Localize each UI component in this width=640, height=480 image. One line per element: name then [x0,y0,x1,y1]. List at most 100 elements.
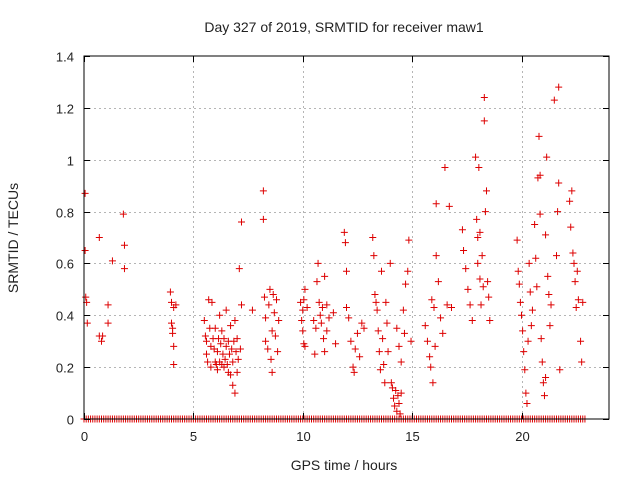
data-point [370,252,378,260]
data-point [535,132,543,140]
data-point [523,399,531,407]
data-point [314,259,322,267]
data-point [323,301,331,309]
data-point [464,285,472,293]
data-point [218,327,226,335]
data-point [217,340,225,348]
data-point [208,298,216,306]
data-point [320,335,328,343]
data-point [486,316,494,324]
data-point [238,218,245,226]
data-point [349,363,357,371]
data-point [402,280,410,288]
data-point [572,304,580,312]
y-tick-label: 1.4 [56,50,74,65]
data-point [468,316,476,324]
data-point [395,399,403,407]
data-point [521,366,529,374]
data-point [374,327,382,335]
data-point [325,314,333,322]
ticks-layer: 0 0.2 0.4 0.6 0.8 1 1.2 1.4 0 5 10 15 20 [56,50,609,444]
data-point [390,394,398,402]
data-point [443,301,451,309]
data-point [555,179,563,187]
data-point [542,374,550,382]
data-point [518,311,525,319]
grid-layer [84,56,609,419]
data-point [213,366,221,374]
data-point [540,392,548,400]
data-point [231,389,239,397]
data-point [429,379,437,387]
data-point [265,301,273,309]
data-point [480,117,488,125]
data-point [405,236,413,244]
plot-frame [83,55,610,420]
data-point [397,389,405,397]
data-point [316,311,324,319]
data-point [532,254,540,262]
x-tick-label: 0 [81,429,88,444]
data-point [553,252,560,260]
data-point [264,345,272,353]
data-point [271,332,279,340]
data-point [238,301,245,309]
data-point [222,306,230,314]
data-point [223,361,231,369]
data-point [430,304,438,312]
data-point [432,200,440,208]
data-point [311,350,319,358]
data-point [426,353,434,361]
data-point [260,293,268,301]
data-point [569,249,577,257]
data-point [299,306,307,314]
data-point [332,340,340,348]
data-point [227,322,235,330]
data-point [550,96,558,104]
data-point [533,283,541,291]
data-point [546,322,554,330]
data-point [439,329,447,337]
data-point [350,368,358,376]
data-point [542,231,550,239]
data-point [262,314,270,322]
data-point [538,358,546,366]
data-point [99,332,107,340]
data-point [104,319,112,327]
data-point [204,358,212,366]
data-point [266,285,274,293]
data-point [343,304,350,312]
data-point [466,301,474,309]
data-point [248,306,256,314]
data-point [372,298,380,306]
data-point [220,335,228,343]
chart-title: Day 327 of 2019, SRMTID for receiver maw… [204,19,484,35]
data-point [303,304,311,312]
data-point [301,285,309,293]
data-point [275,316,283,324]
data-point [391,402,399,410]
data-point [216,311,224,319]
data-point [108,257,116,265]
data-point [310,316,318,324]
data-point [526,288,534,296]
data-point [570,259,578,267]
data-point [229,381,237,389]
data-point [201,332,209,340]
data-point [300,296,308,304]
data-point [520,348,528,356]
data-point [396,410,404,418]
data-point [407,337,415,345]
data-point [445,202,453,210]
data-point [168,298,175,306]
data-point [270,309,278,317]
data-point [432,252,440,260]
data-point [382,298,390,306]
data-point [462,265,470,273]
data-point [479,283,487,291]
data-point [525,259,533,267]
data-point [200,316,208,324]
data-point [82,293,90,301]
data-point [421,322,429,330]
